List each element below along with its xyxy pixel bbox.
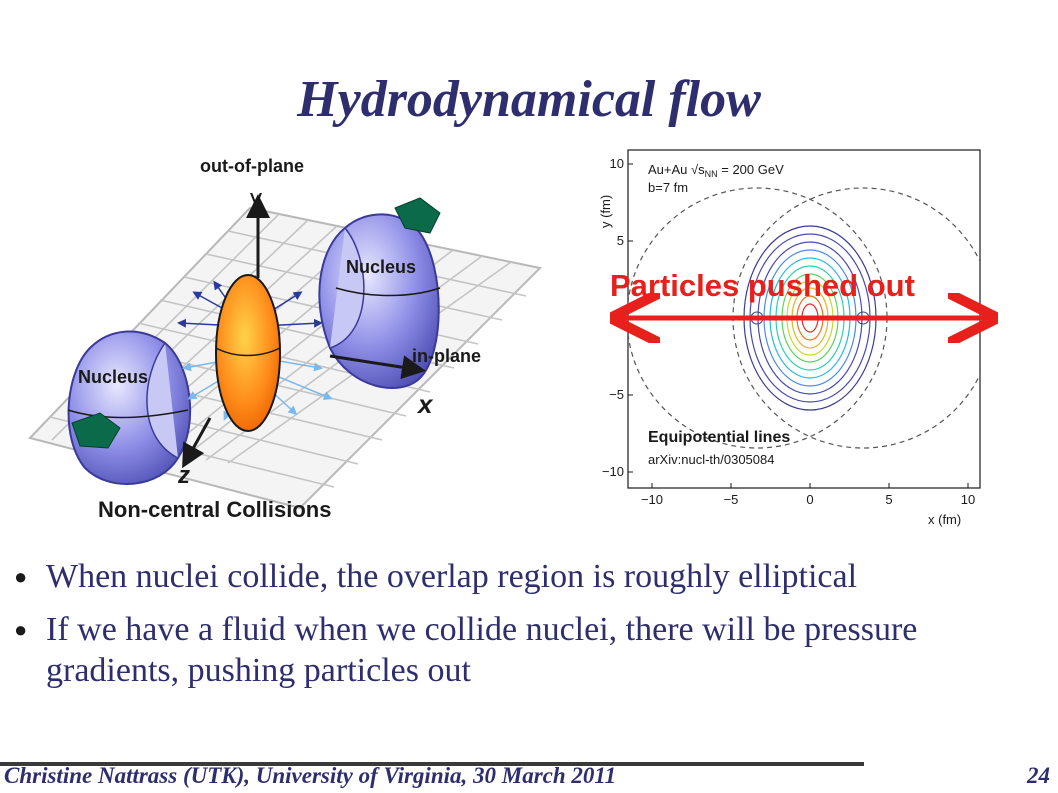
system-label: Au+Au √s xyxy=(648,162,705,177)
z-label: z xyxy=(177,462,190,489)
overlap-ellipse xyxy=(215,274,281,432)
equipotential-label: Equipotential lines xyxy=(648,429,790,446)
svg-text:Au+Au √sNN = 200 GeV: Au+Au √sNN = 200 GeV xyxy=(648,162,784,179)
footer-divider xyxy=(0,762,864,766)
slide-title: Hydrodynamical flow xyxy=(297,71,761,128)
y-label: y xyxy=(250,185,262,212)
system-subscript: NN xyxy=(705,169,718,179)
y-tick: 10 xyxy=(610,156,624,171)
contour-plot: −10 −5 0 5 10 10 5 0 −5 −10 x (fm) y (fm… xyxy=(598,149,1006,527)
x-label: x xyxy=(416,389,434,419)
x-tick: −5 xyxy=(724,492,739,507)
system-energy: = 200 GeV xyxy=(718,162,784,177)
nucleus-top-label: Nucleus xyxy=(346,257,416,277)
x-tick: 0 xyxy=(806,492,813,507)
plot-ylabel: y (fm) xyxy=(598,195,613,228)
pushed-out-label: Particles pushed out xyxy=(610,268,915,303)
x-tick: 10 xyxy=(961,492,975,507)
in-plane-label: in-plane xyxy=(412,346,481,366)
x-tick: 5 xyxy=(885,492,892,507)
impact-parameter: b=7 fm xyxy=(648,180,688,195)
out-of-plane-label: out-of-plane xyxy=(200,156,304,176)
page-number: 24 xyxy=(1027,763,1050,788)
x-tick: −10 xyxy=(641,492,663,507)
y-tick: −10 xyxy=(602,464,624,479)
y-tick: 5 xyxy=(617,233,624,248)
collision-caption: Non-central Collisions xyxy=(98,497,331,522)
bullet-item: ● When nuclei collide, the overlap region… xyxy=(14,556,1044,597)
z-axis xyxy=(182,417,212,469)
nucleus-bottom xyxy=(67,330,192,485)
y-tick: −5 xyxy=(609,387,624,402)
nucleus-top xyxy=(318,197,441,389)
collision-diagram: Nucleus Nucleus out-of-plane y in-plane … xyxy=(28,156,543,522)
bullet-text: If we have a fluid when we collide nucle… xyxy=(46,611,918,689)
x-axis xyxy=(329,354,426,380)
bullet-list: ● When nuclei collide, the overlap region… xyxy=(14,556,1044,703)
bullet-dot: ● xyxy=(14,617,28,642)
bullet-item: ● If we have a fluid when we collide nucl… xyxy=(14,609,1044,691)
bullet-dot: ● xyxy=(14,564,28,589)
footer-text: Christine Nattrass (UTK), University of … xyxy=(4,763,617,788)
bullet-text: When nuclei collide, the overlap region … xyxy=(46,558,858,595)
arxiv-reference: arXiv:nucl-th/0305084 xyxy=(648,452,774,467)
nucleus-bottom-label: Nucleus xyxy=(78,367,148,387)
plot-xlabel: x (fm) xyxy=(928,512,961,527)
